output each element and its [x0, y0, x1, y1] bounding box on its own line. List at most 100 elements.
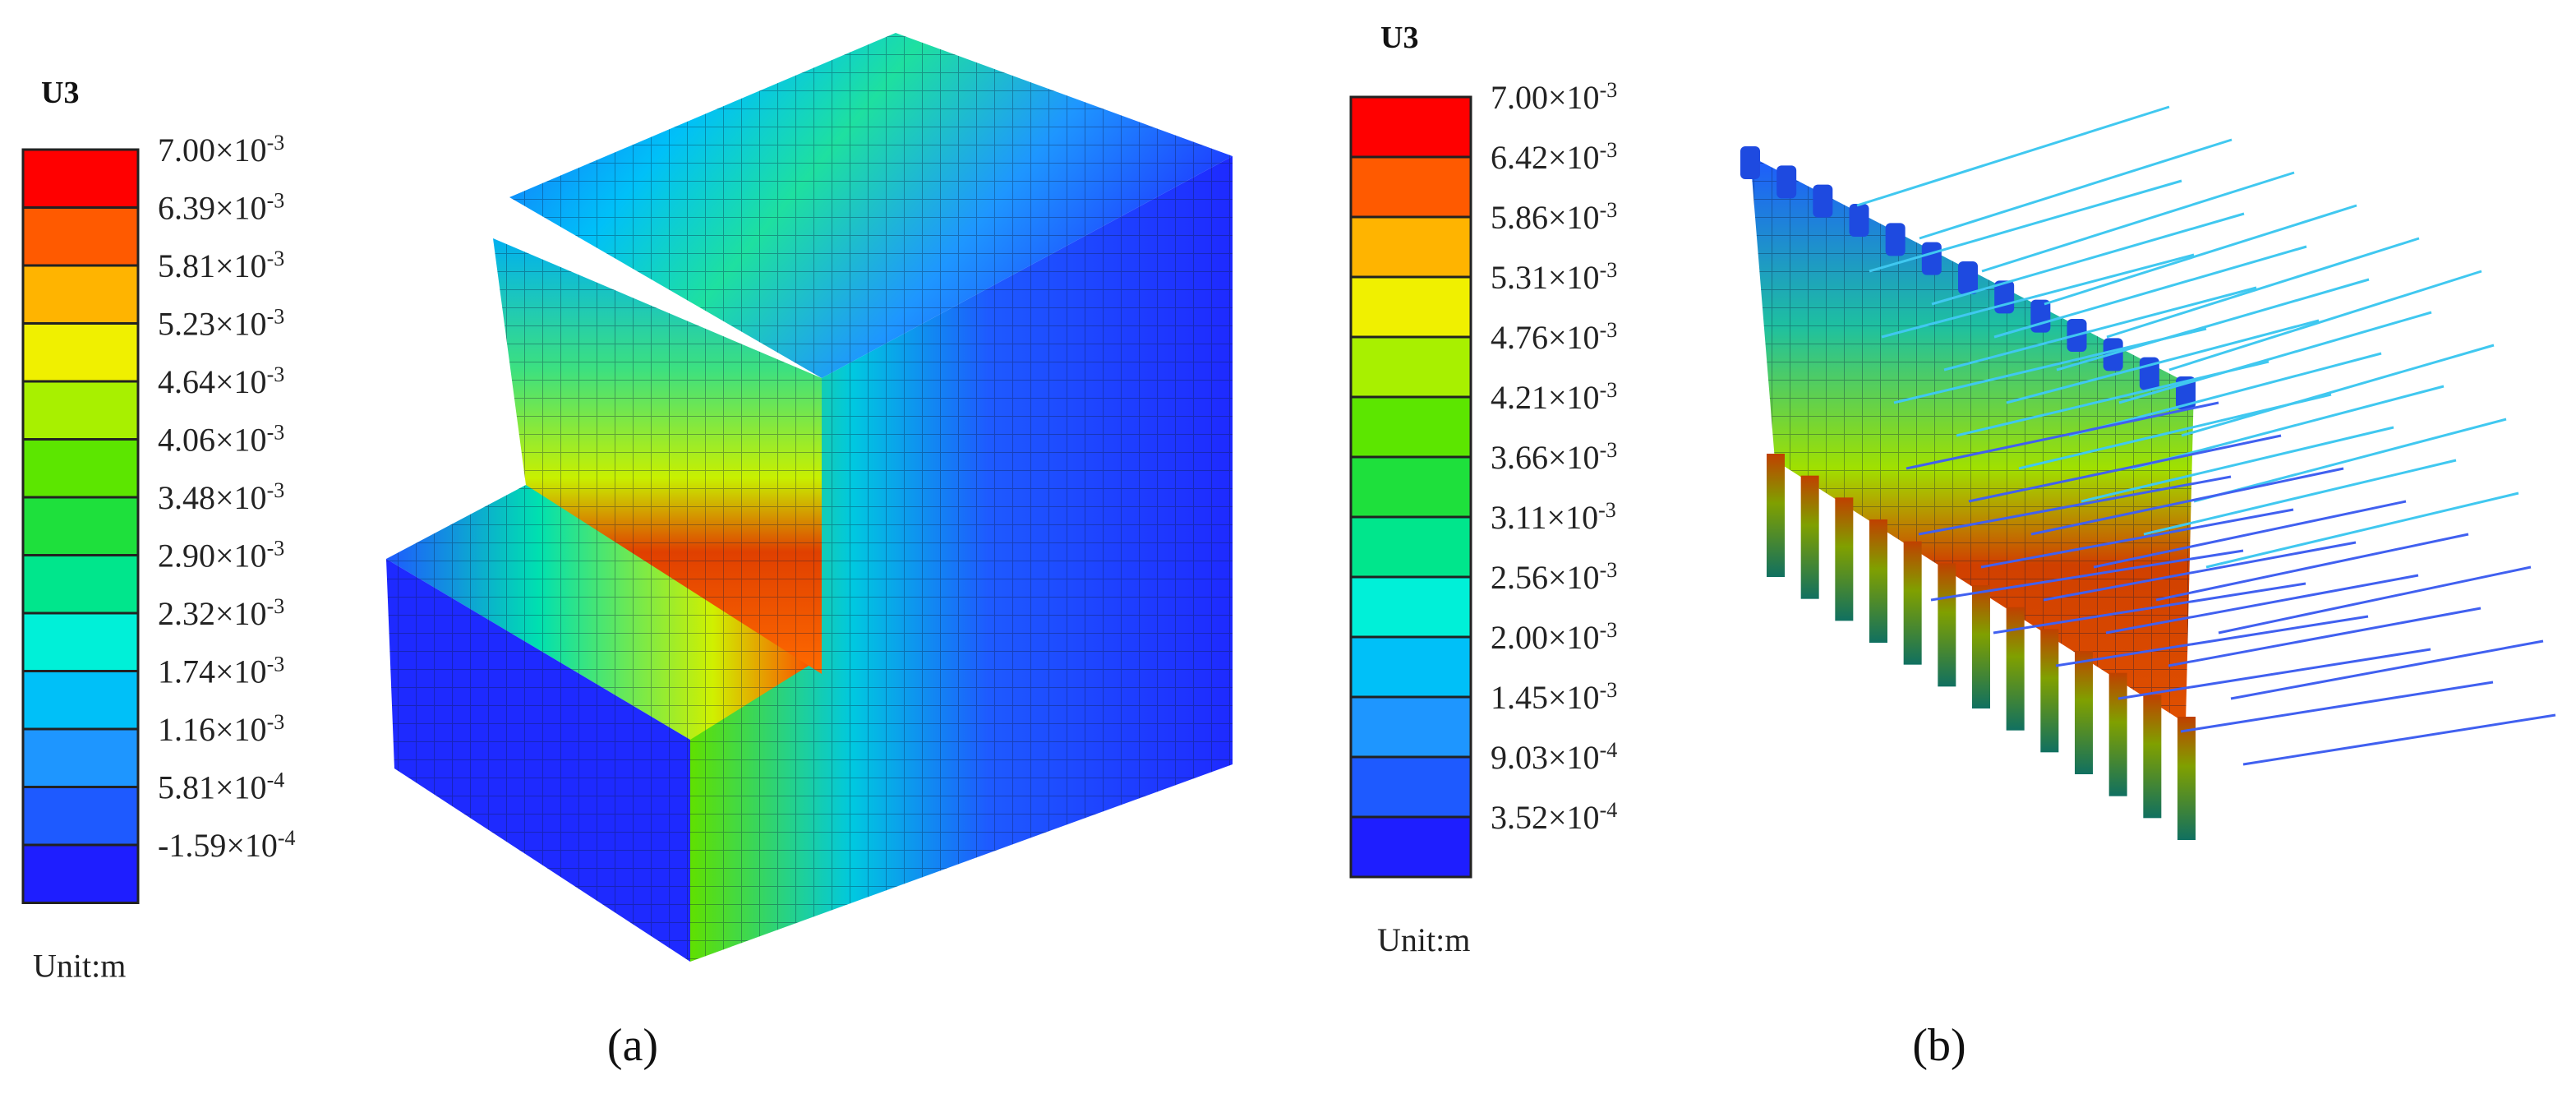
label-exponent: -3: [1600, 678, 1618, 702]
pile-head: [1740, 146, 1760, 179]
anchor: [1980, 508, 2294, 569]
pile: [2143, 695, 2162, 819]
anchor: [2081, 426, 2394, 503]
legend-label: 2.90×10-3: [158, 537, 284, 575]
label-exponent: -4: [1600, 798, 1618, 822]
label-exponent: -3: [267, 362, 285, 386]
legend-label: 3.48×10-3: [158, 478, 284, 516]
anchor: [2230, 639, 2544, 700]
legend-label: -1.59×10-4: [158, 826, 296, 864]
legend-label: 7.00×10-3: [1491, 78, 1617, 116]
label-exponent: -3: [1600, 198, 1618, 222]
anchor: [2143, 459, 2457, 536]
legend-label: 5.81×10-3: [158, 247, 284, 284]
legend-label: 1.16×10-3: [158, 710, 284, 748]
legend-swatch: [1349, 755, 1472, 819]
pile-head: [1921, 242, 1942, 275]
pile: [2177, 717, 2196, 840]
legend-swatch: [21, 496, 140, 556]
label-base: 5.86×10: [1491, 199, 1600, 236]
label-base: 2.32×10: [158, 595, 267, 632]
legend-unit: Unit:m: [33, 948, 126, 985]
legend-swatch: [1349, 95, 1472, 159]
legend-label: 4.76×10-3: [1491, 318, 1617, 356]
anchor: [2043, 541, 2357, 602]
anchor: [2068, 352, 2382, 437]
legend-swatch: [1349, 815, 1472, 879]
label-base: 7.00×10: [158, 132, 267, 168]
anchor: [1930, 549, 2244, 602]
label-base: 7.00×10: [1491, 79, 1600, 116]
label-base: 9.03×10: [1491, 739, 1600, 776]
legend-swatch: [1349, 575, 1472, 639]
label-exponent: -3: [1600, 618, 1618, 642]
pile: [1972, 585, 1990, 708]
pile: [1869, 519, 1887, 643]
label-exponent: -3: [1598, 498, 1616, 522]
anchor: [2205, 492, 2519, 569]
label-base: -1.59×10: [158, 827, 278, 864]
label-exponent: -3: [267, 131, 285, 155]
anchor: [2168, 607, 2482, 667]
label-exponent: -3: [267, 594, 285, 618]
pile: [1800, 475, 1819, 599]
anchor: [2056, 278, 2370, 372]
label-exponent: -3: [1600, 78, 1618, 102]
legend-label: 4.06×10-3: [158, 421, 284, 459]
anchor: [2155, 533, 2469, 602]
label-base: 3.48×10: [158, 479, 267, 516]
label-base: 1.16×10: [158, 711, 267, 748]
label-exponent: -3: [267, 710, 285, 734]
label-base: 6.39×10: [158, 190, 267, 227]
legend-label: 9.03×10-4: [1491, 738, 1617, 776]
label-base: 3.66×10: [1491, 439, 1600, 476]
label-exponent: -3: [1600, 438, 1618, 462]
label-exponent: -3: [267, 247, 285, 270]
label-exponent: -3: [267, 305, 285, 329]
model-a: [386, 33, 1233, 962]
label-exponent: -3: [267, 189, 285, 213]
anchor: [2006, 319, 2320, 404]
anchor: [2181, 344, 2495, 437]
anchor: [1968, 434, 2282, 503]
legend-swatch: [1349, 395, 1472, 459]
caption: (a): [607, 1020, 658, 1071]
anchor: [2218, 565, 2532, 635]
label-base: 5.31×10: [1491, 259, 1600, 296]
label-exponent: -4: [278, 826, 296, 850]
legend-label: 2.00×10-3: [1491, 618, 1617, 656]
legend-swatch: [1349, 695, 1472, 759]
anchor: [1869, 179, 2182, 273]
legends: U37.00×10-36.39×10-35.81×10-35.23×10-34.…: [21, 21, 1966, 1071]
label-exponent: -3: [1600, 558, 1618, 582]
legend-label: 6.42×10-3: [1491, 138, 1617, 176]
legend-label: 5.31×10-3: [1491, 258, 1617, 296]
legend-label: 7.00×10-3: [158, 131, 284, 168]
legend-swatch: [1349, 275, 1472, 339]
legend-swatch: [1349, 635, 1472, 699]
legend-swatch: [21, 611, 140, 672]
anchor: [2030, 467, 2344, 536]
anchor: [1906, 401, 2219, 470]
legend-label: 1.74×10-3: [158, 653, 284, 690]
anchor: [1993, 582, 2306, 635]
anchor: [1881, 253, 2195, 339]
legend-label: 5.86×10-3: [1491, 198, 1617, 236]
legend-label: 6.39×10-3: [158, 189, 284, 227]
legend-swatch: [21, 148, 140, 209]
pile-head: [1958, 261, 1978, 294]
anchor: [1919, 138, 2233, 240]
pile: [1938, 563, 1956, 687]
anchor: [1918, 475, 2232, 536]
legend-swatch: [21, 670, 140, 731]
label-base: 1.74×10: [158, 653, 267, 690]
legend-swatch: [21, 264, 140, 325]
pile-head: [2030, 299, 2051, 333]
label-base: 2.56×10: [1491, 559, 1600, 596]
label-base: 4.64×10: [158, 363, 267, 400]
label-base: 4.76×10: [1491, 319, 1600, 356]
label-exponent: -3: [1600, 258, 1618, 282]
legend-label: 2.56×10-3: [1491, 558, 1617, 596]
